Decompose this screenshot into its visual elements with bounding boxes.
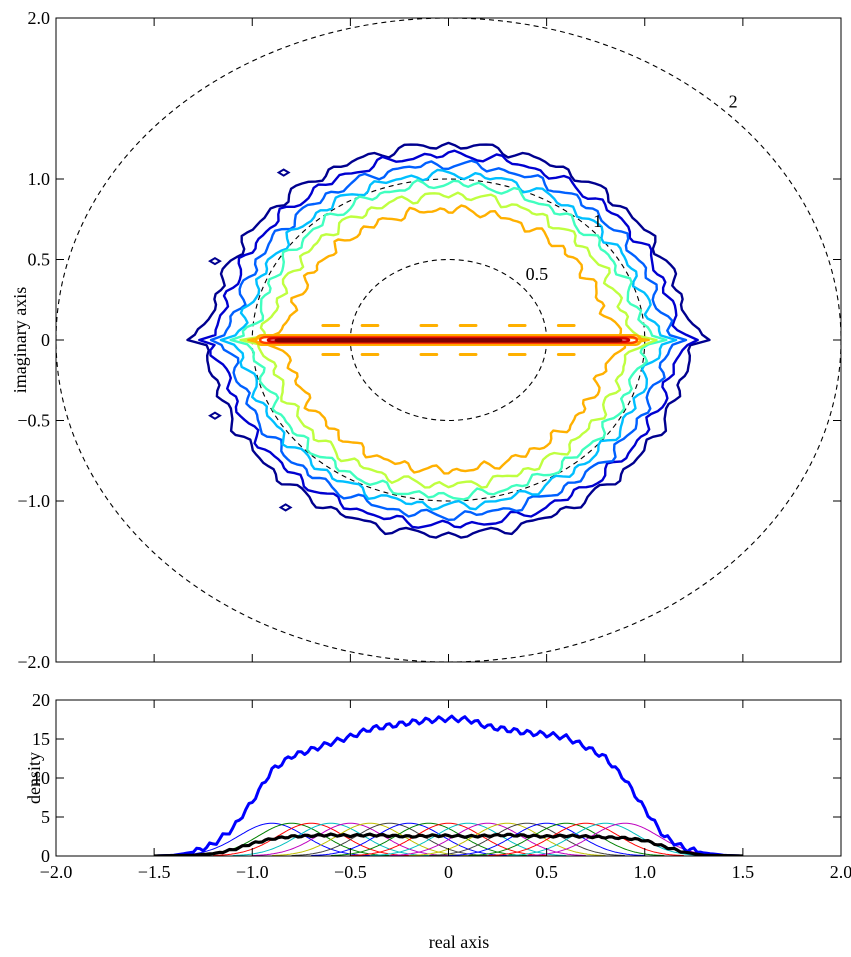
component-curve-9 bbox=[350, 822, 547, 856]
contour-y-tick-label: −0.5 bbox=[17, 411, 50, 431]
density-x-tick-label: 2.0 bbox=[830, 862, 851, 882]
density-x-tick-label: 0.5 bbox=[535, 862, 558, 882]
component-curve-15 bbox=[468, 822, 665, 856]
density-y-tick-label: 10 bbox=[32, 768, 50, 788]
real-axis-bands bbox=[254, 324, 643, 356]
density-x-tick-label: −1.0 bbox=[236, 862, 269, 882]
density-x-tick-label: −2.0 bbox=[40, 862, 73, 882]
density-y-tick-label: 20 bbox=[32, 690, 50, 710]
contour-y-axis-label: imaginary axis bbox=[10, 287, 30, 393]
contour-x-ticks bbox=[55, 18, 842, 662]
contour-level-5 bbox=[239, 191, 658, 489]
component-curve-10 bbox=[369, 822, 567, 856]
contour-level-3 bbox=[219, 168, 678, 511]
reference-circle-label: 0.5 bbox=[526, 264, 549, 284]
density-plot-area bbox=[154, 714, 743, 856]
density-series bbox=[154, 714, 743, 856]
reference-circle-label: 2 bbox=[729, 92, 738, 112]
density-x-tick-label: −0.5 bbox=[334, 862, 367, 882]
component-curve-0 bbox=[173, 822, 371, 856]
real-axis-band-3 bbox=[274, 338, 623, 343]
component-curve-14 bbox=[448, 822, 645, 856]
isolated-point-0 bbox=[276, 168, 291, 177]
component-curve-5 bbox=[271, 822, 469, 856]
component-curve-12 bbox=[409, 822, 606, 856]
component-curve-18 bbox=[526, 822, 724, 856]
real-axis-band-1 bbox=[258, 335, 639, 345]
component-curve-7 bbox=[311, 822, 508, 856]
component-curve-17 bbox=[507, 822, 704, 856]
density-y-tick-label: 5 bbox=[41, 807, 50, 827]
density-y-axis-label: density bbox=[24, 752, 44, 804]
density-x-tick-label: 1.5 bbox=[732, 862, 755, 882]
isolated-point-1 bbox=[208, 256, 222, 266]
density-y-tick-label: 15 bbox=[32, 729, 50, 749]
contour-level-1 bbox=[198, 149, 699, 529]
circle-labels: 210.5 bbox=[526, 92, 738, 284]
contour-panel: 210.5 2.01.00.50−0.5−1.0−2.0 imaginary a… bbox=[10, 8, 842, 672]
contour-y-tick-label: 2.0 bbox=[28, 8, 51, 28]
density-frame bbox=[55, 699, 842, 857]
component-curve-2 bbox=[212, 822, 410, 856]
contour-y-tick-label: 1.0 bbox=[28, 169, 51, 189]
component-curves bbox=[173, 822, 724, 856]
real-axis-band-0 bbox=[254, 333, 643, 347]
contour-level-6 bbox=[247, 204, 650, 475]
contour-y-tick-label: −2.0 bbox=[17, 652, 50, 672]
contour-level-0 bbox=[186, 141, 711, 539]
component-curve-8 bbox=[330, 822, 528, 856]
component-curve-11 bbox=[389, 822, 586, 856]
density-x-ticks: −2.0 −1.5 −1.0 −0.5 0 0.5 1.0 1.5 2.0 bbox=[40, 700, 851, 882]
component-curve-16 bbox=[487, 822, 685, 856]
component-curve-4 bbox=[252, 822, 449, 856]
component-curve-13 bbox=[428, 822, 626, 856]
contour-y-ticks: 2.0 1.0 0.5 0 −0.5 −1.0 −2.0 bbox=[17, 8, 841, 672]
isolated-point-3 bbox=[278, 503, 293, 512]
density-series-0 bbox=[154, 714, 743, 856]
density-y-ticks: 0 5 10 15 20 bbox=[32, 690, 841, 866]
isolated-point-2 bbox=[208, 411, 222, 420]
density-panel: −2.0 −1.5 −1.0 −0.5 0 0.5 1.0 1.5 2.0 0 5 10 15 20 d… bbox=[24, 690, 851, 952]
contour-plot-area bbox=[56, 18, 841, 662]
contour-level-4 bbox=[229, 178, 668, 501]
density-y-tick-label: 0 bbox=[41, 846, 50, 866]
component-curve-6 bbox=[291, 822, 488, 856]
density-x-axis-label: real axis bbox=[429, 932, 489, 952]
contour-y-tick-label: 0.5 bbox=[28, 250, 51, 270]
contour-level-2 bbox=[209, 159, 688, 521]
contour-y-tick-label: −1.0 bbox=[17, 491, 50, 511]
contour-lines bbox=[186, 141, 711, 539]
component-curve-3 bbox=[232, 822, 429, 856]
density-x-tick-label: 1.0 bbox=[634, 862, 657, 882]
contour-y-tick-label: 0 bbox=[41, 330, 50, 350]
reference-circle-label: 1 bbox=[593, 211, 602, 231]
isolated-points bbox=[208, 168, 293, 512]
density-x-tick-label: 0 bbox=[444, 862, 453, 882]
density-series-1 bbox=[154, 832, 743, 856]
density-x-tick-label: −1.5 bbox=[138, 862, 171, 882]
